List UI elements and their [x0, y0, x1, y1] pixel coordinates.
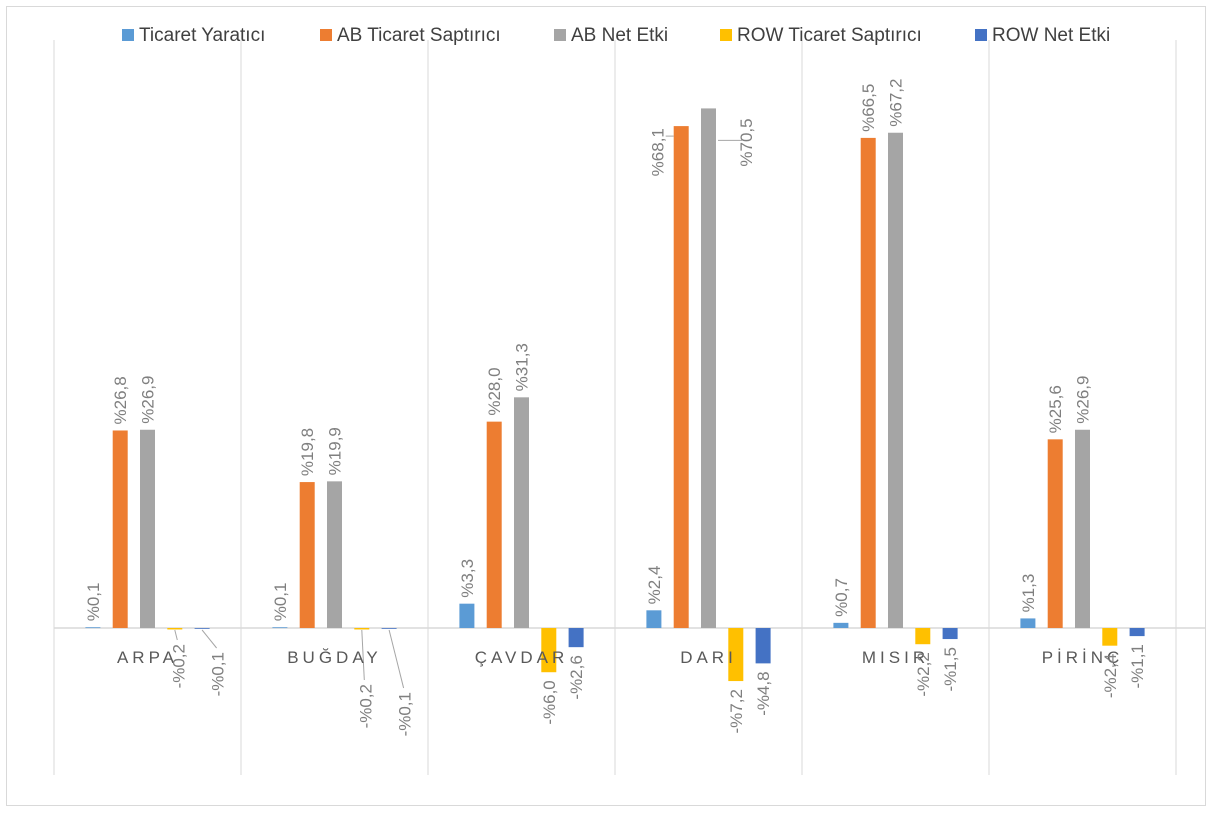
- bar-5-1: [194, 628, 210, 629]
- data-label: %25,6: [1046, 385, 1065, 433]
- bar-4-6: [1102, 628, 1118, 646]
- data-label: %66,5: [859, 84, 878, 132]
- bar-3-4: [701, 108, 716, 629]
- data-label: -%4,8: [754, 671, 773, 715]
- data-label: %19,9: [326, 427, 345, 475]
- chart-frame: [6, 6, 1206, 806]
- bar-1-2: [272, 627, 288, 629]
- data-label: -%0,2: [356, 684, 375, 728]
- legend-swatch: [720, 29, 732, 41]
- legend-item: AB Ticaret Saptırıcı: [320, 25, 501, 46]
- data-label: %2,4: [645, 566, 664, 605]
- category-label: PİRİNÇ: [1042, 648, 1124, 667]
- bar-3-5: [888, 132, 903, 628]
- legend-swatch: [320, 29, 332, 41]
- bar-5-5: [942, 628, 958, 640]
- data-label: %26,8: [111, 376, 130, 424]
- legend-item: ROW Ticaret Saptırıcı: [720, 25, 922, 46]
- data-label: -%0,1: [209, 652, 228, 696]
- leader-line: [174, 629, 178, 641]
- data-label: -%2,6: [567, 655, 586, 699]
- legend-label: Ticaret Yaratıcı: [139, 25, 265, 46]
- legend: Ticaret Yaratıcı AB Ticaret Saptırıcı AB N…: [122, 25, 1110, 46]
- legend-swatch: [554, 29, 566, 41]
- data-label: %28,0: [485, 367, 504, 415]
- data-labels: %0,1 %26,8 %26,9 -%0,2 -%0,1 %0,1 %19,8 %19,9 -%…: [84, 79, 1147, 737]
- legend-label: ROW Net Etki: [992, 25, 1110, 46]
- bar-3-1: [140, 429, 155, 628]
- data-label: -%7,2: [727, 689, 746, 733]
- bar-4-2: [354, 628, 370, 630]
- category-labels: ARPA BUĞDAY ÇAVDAR DARI MISIR PİRİNÇ: [117, 648, 1124, 667]
- bar-4-4: [728, 628, 744, 682]
- data-label: -%2,4: [1101, 654, 1120, 698]
- bars: [85, 108, 1145, 682]
- leader-line: [388, 629, 405, 689]
- bar-4-1: [167, 628, 183, 630]
- legend-label: AB Ticaret Saptırıcı: [337, 25, 501, 46]
- category-label: BUĞDAY: [287, 648, 382, 667]
- legend-label: AB Net Etki: [571, 25, 668, 46]
- category-label: ÇAVDAR: [475, 648, 569, 667]
- leader-line: [361, 629, 365, 681]
- data-label: -%2,2: [914, 652, 933, 696]
- bar-2-4: [673, 126, 689, 628]
- leader-line: [201, 629, 217, 649]
- bar-5-2: [381, 628, 397, 629]
- legend-item: AB Net Etki: [554, 25, 668, 46]
- bar-2-1: [112, 430, 128, 628]
- legend-item: ROW Net Etki: [975, 25, 1110, 46]
- bar-1-5: [833, 622, 849, 628]
- category-label: DARI: [680, 648, 737, 667]
- bar-4-3: [541, 628, 557, 673]
- data-label: %68,1: [649, 128, 668, 176]
- category-label: MISIR: [862, 648, 929, 667]
- bar-4-5: [915, 628, 931, 645]
- category-label: ARPA: [117, 648, 178, 667]
- data-label: %70,5: [737, 118, 756, 166]
- bar-1-1: [85, 627, 101, 629]
- bar-5-4: [755, 628, 771, 664]
- bar-5-6: [1129, 628, 1145, 637]
- bar-3-6: [1075, 429, 1090, 628]
- bar-2-3: [486, 421, 502, 628]
- legend-swatch: [122, 29, 134, 41]
- bar-5-3: [568, 628, 584, 648]
- data-label: %26,9: [139, 376, 158, 424]
- leader-lines: [174, 135, 742, 689]
- legend-label: ROW Ticaret Saptırıcı: [737, 25, 922, 46]
- data-label: -%0,1: [396, 692, 415, 736]
- bar-2-2: [299, 482, 315, 628]
- bar-2-5: [860, 137, 876, 628]
- bar-1-3: [459, 603, 475, 628]
- data-label: -%0,2: [169, 644, 188, 688]
- data-label: %0,1: [84, 583, 103, 622]
- data-label: %67,2: [887, 79, 906, 127]
- data-label: %3,3: [458, 559, 477, 598]
- data-label: %0,7: [832, 578, 851, 617]
- legend-swatch: [975, 29, 987, 41]
- bar-3-3: [514, 397, 529, 628]
- bar-3-2: [327, 481, 342, 628]
- bar-1-6: [1020, 618, 1036, 628]
- bar-1-4: [646, 610, 662, 628]
- data-label: -%1,1: [1128, 644, 1147, 688]
- data-label: -%6,0: [540, 680, 559, 724]
- data-label: %0,1: [271, 583, 290, 622]
- data-label: %19,8: [298, 428, 317, 476]
- bar-2-6: [1047, 439, 1063, 628]
- legend-item: Ticaret Yaratıcı: [122, 25, 265, 46]
- category-dividers: [53, 40, 1177, 775]
- data-label: %26,9: [1074, 376, 1093, 424]
- data-label: -%1,5: [941, 647, 960, 691]
- data-label: %31,3: [513, 343, 532, 391]
- data-label: %1,3: [1019, 574, 1038, 613]
